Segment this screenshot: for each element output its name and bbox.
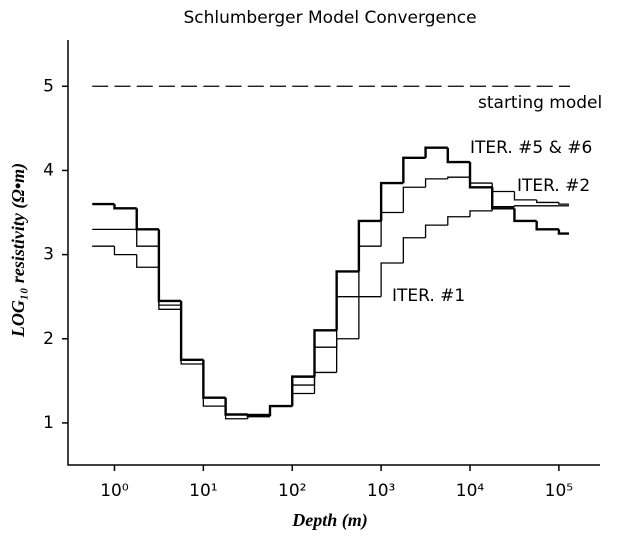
step-line — [491, 205, 515, 211]
y-axis-label: LOG₁₀ resistivity (Ω•m) — [8, 163, 29, 338]
step-line — [358, 296, 382, 339]
step-line — [157, 229, 182, 303]
x-tick-label: 10⁴ — [456, 481, 485, 501]
step-line — [179, 300, 204, 362]
step-line — [469, 177, 493, 184]
step-line — [202, 364, 226, 407]
step-line — [224, 397, 248, 416]
step-line — [447, 176, 471, 179]
chart-title: Schlumberger Model Convergence — [183, 8, 476, 28]
step-line — [469, 210, 493, 217]
step-line — [313, 371, 337, 394]
step-line — [380, 262, 404, 297]
y-tick-label: 2 — [43, 329, 54, 349]
step-line — [446, 147, 471, 164]
step-line — [313, 346, 337, 386]
series-label: starting model — [478, 93, 602, 113]
step-line — [468, 162, 493, 189]
x-tick-label: 10⁵ — [545, 481, 573, 501]
step-line — [158, 267, 182, 310]
step-line — [291, 392, 315, 407]
step-line — [491, 187, 515, 210]
x-tick-label: 10² — [278, 481, 306, 501]
step-line — [136, 229, 159, 247]
step-line — [424, 146, 448, 158]
step-line — [291, 375, 315, 407]
step-line — [513, 191, 537, 201]
series-label: ITER. #5 & #6 — [470, 138, 592, 158]
step-line — [557, 229, 570, 235]
step-line — [313, 329, 337, 377]
step-line — [291, 384, 315, 407]
step-line — [224, 397, 248, 416]
step-line — [380, 211, 404, 247]
x-tick-label: 10⁰ — [100, 481, 129, 501]
x-tick-label: 10³ — [367, 481, 395, 501]
step-line — [113, 204, 137, 210]
step-line — [336, 338, 359, 373]
step-line — [202, 359, 226, 399]
step-line — [536, 199, 559, 204]
y-tick-label: 5 — [43, 76, 54, 96]
step-line — [358, 245, 382, 297]
step-line — [180, 305, 204, 361]
step-line — [135, 208, 159, 231]
step-line — [491, 183, 515, 193]
step-line — [269, 405, 293, 415]
step-line — [424, 178, 448, 188]
series-label: ITER. #1 — [392, 286, 465, 306]
series-label: ITER. #2 — [517, 176, 590, 196]
step-line — [402, 156, 426, 184]
step-line — [113, 246, 137, 256]
step-line — [269, 405, 293, 415]
step-line — [202, 359, 226, 399]
y-tick-label: 3 — [43, 245, 54, 265]
step-line — [379, 181, 404, 221]
step-line — [447, 216, 471, 226]
step-line — [535, 220, 559, 231]
step-line — [424, 224, 448, 238]
step-line — [224, 406, 248, 420]
step-line — [158, 246, 182, 306]
step-line — [513, 208, 537, 223]
step-line — [402, 186, 426, 213]
y-tick-label: 1 — [43, 413, 54, 433]
step-line — [335, 270, 359, 331]
x-tick-label: 10¹ — [189, 481, 217, 501]
step-line — [336, 296, 359, 348]
y-tick-label: 4 — [43, 160, 54, 180]
x-axis-label: Depth (m) — [291, 510, 368, 531]
step-line — [180, 309, 204, 365]
step-line — [402, 237, 426, 264]
step-line — [247, 413, 271, 419]
step-line — [136, 254, 159, 268]
axis — [67, 40, 600, 466]
step-line — [513, 205, 537, 207]
step-line — [268, 404, 293, 417]
step-line — [558, 202, 570, 205]
